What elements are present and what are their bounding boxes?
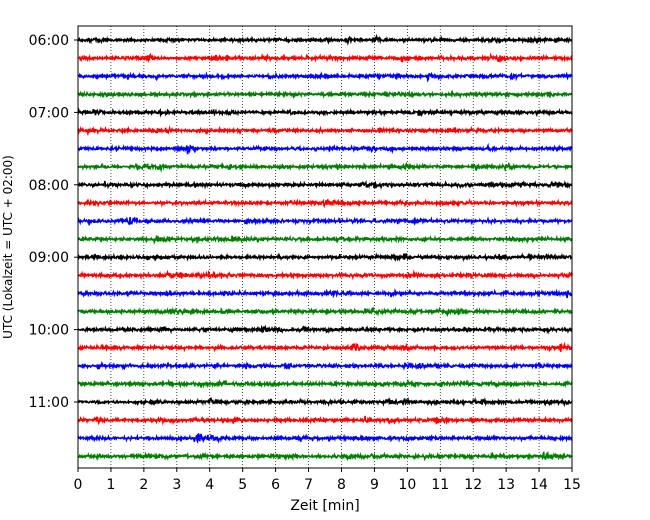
x-tick-label: 0 xyxy=(74,477,83,493)
plot-frame xyxy=(77,25,573,469)
seismogram-trace xyxy=(77,216,573,226)
x-tick-label: 15 xyxy=(563,477,581,493)
x-tick-label: 12 xyxy=(464,477,482,493)
seismogram-trace xyxy=(77,432,573,445)
seismogram-trace xyxy=(77,341,573,353)
seismogram-trace xyxy=(77,198,573,209)
seismogram-trace xyxy=(77,179,573,190)
seismogram-traces xyxy=(77,33,573,462)
x-tick-label: 10 xyxy=(398,477,416,493)
x-tick-label: 1 xyxy=(106,477,115,493)
x-tick-label: 3 xyxy=(172,477,181,493)
x-axis-label: Zeit [min] xyxy=(290,498,359,514)
seismogram-trace xyxy=(77,52,573,64)
x-tick-label: 4 xyxy=(205,477,214,493)
seismogram-trace xyxy=(77,161,573,173)
seismogram-trace xyxy=(77,396,573,408)
x-tick-label: 2 xyxy=(139,477,148,493)
seismogram-trace xyxy=(77,450,573,462)
x-tick-label: 13 xyxy=(497,477,515,493)
seismogram-trace xyxy=(77,252,573,263)
x-axis-ticks: 0 1 2 3 4 5 6 7 8 9 10 11 12 13 14 15 xyxy=(74,468,581,493)
y-tick-label: 11:00 xyxy=(29,395,69,411)
seismogram-trace xyxy=(77,360,573,372)
seismogram-trace xyxy=(77,125,573,137)
y-tick-label: 10:00 xyxy=(29,323,69,339)
seismogram-trace xyxy=(77,306,573,318)
x-tick-label: 11 xyxy=(431,477,449,493)
seismogram-trace xyxy=(77,288,573,299)
seismogram-trace xyxy=(77,415,573,426)
y-axis-ticks: 06:00 07:00 08:00 09:00 10:00 11:00 xyxy=(29,33,78,411)
seismogram-trace xyxy=(77,234,573,245)
y-tick-label: 07:00 xyxy=(29,105,69,121)
seismogram-trace xyxy=(77,89,573,100)
y-tick-label: 06:00 xyxy=(29,33,69,49)
x-tick-label: 9 xyxy=(370,477,379,493)
seismogram-trace xyxy=(77,324,573,335)
y-tick-label: 09:00 xyxy=(29,250,69,266)
x-tick-label: 5 xyxy=(238,477,247,493)
seismogram-trace xyxy=(77,378,573,389)
x-tick-label: 6 xyxy=(271,477,280,493)
seismogram-trace xyxy=(77,269,573,281)
y-tick-label: 08:00 xyxy=(29,178,69,194)
x-tick-label: 7 xyxy=(304,477,313,493)
seismogram-trace xyxy=(77,71,573,83)
x-tick-label: 14 xyxy=(530,477,548,493)
x-tick-label: 8 xyxy=(337,477,346,493)
seismogram-trace xyxy=(77,33,573,47)
seismogram-trace xyxy=(77,107,573,118)
y-axis-label: UTC (Lokalzeit = UTC + 02:00) xyxy=(1,155,15,339)
seismogram-trace xyxy=(77,142,573,155)
